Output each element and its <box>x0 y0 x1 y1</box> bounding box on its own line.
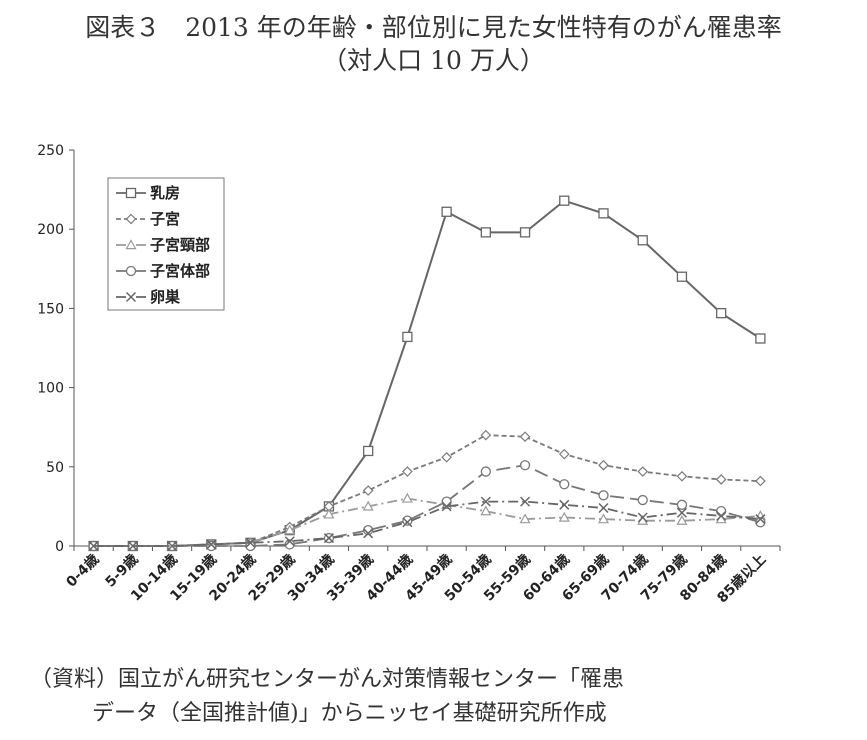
legend-label-4: 子宮体部 <box>150 262 210 280</box>
data-point-series-4 <box>519 460 531 471</box>
series-line-4 <box>93 464 761 547</box>
data-point-series-5 <box>245 537 256 548</box>
y-tick-label: 0 <box>55 539 64 555</box>
data-point-series-5 <box>284 536 295 547</box>
data-point-series-4 <box>284 539 295 550</box>
data-point-series-5 <box>480 496 491 507</box>
data-point-series-1 <box>716 308 727 319</box>
data-point-series-1 <box>363 445 374 457</box>
data-point-series-5 <box>127 540 138 552</box>
data-point-series-5 <box>755 514 766 525</box>
data-point-series-5 <box>441 501 452 512</box>
data-point-series-3 <box>519 513 531 524</box>
data-point-series-4 <box>559 479 570 490</box>
legend-label-1: 乳房 <box>150 184 180 202</box>
series-line-1 <box>93 199 761 547</box>
data-point-series-3 <box>362 500 374 511</box>
data-point-series-5 <box>676 507 687 518</box>
data-point-series-2 <box>519 431 531 443</box>
data-point-series-1 <box>480 227 491 238</box>
data-point-series-2 <box>637 466 649 477</box>
data-point-series-1 <box>598 208 609 219</box>
legend-box <box>107 177 225 311</box>
chart-title-line1: 図表３ 2013 年の年齢・部位別に見た女性特有のがん罹患率 <box>85 13 782 42</box>
data-point-series-4 <box>480 466 491 477</box>
legend-marker-1 <box>125 187 137 199</box>
chart-title: 図表３ 2013 年の年齢・部位別に見た女性特有のがん罹患率 （対人口 10 万… <box>0 12 867 77</box>
data-point-series-2 <box>480 429 492 441</box>
data-point-series-1 <box>755 333 766 344</box>
data-point-series-1 <box>559 195 570 206</box>
chart-title-line2: （対人口 10 万人） <box>322 45 545 75</box>
data-point-series-5 <box>559 499 570 510</box>
data-point-series-5 <box>637 512 648 523</box>
data-point-series-5 <box>88 540 99 552</box>
data-point-series-4 <box>637 494 648 506</box>
data-point-series-4 <box>441 496 452 507</box>
series-line-3 <box>93 497 761 547</box>
x-tick-label: 0-4歳 <box>63 551 103 591</box>
series-line-5 <box>93 500 761 547</box>
data-point-series-3 <box>323 508 335 519</box>
data-point-series-1 <box>637 235 648 246</box>
data-point-series-1 <box>441 206 452 217</box>
legend-label-2: 子宮 <box>150 210 180 228</box>
data-point-series-4 <box>676 499 688 510</box>
y-tick-label: 50 <box>46 460 64 476</box>
source-note-line1: （資料）国立がん研究センターがん対策情報センター「罹患 <box>30 667 625 692</box>
data-point-series-5 <box>323 533 334 544</box>
data-point-series-2 <box>755 475 766 487</box>
data-point-series-2 <box>441 451 452 463</box>
data-point-series-3 <box>597 513 610 524</box>
data-point-series-4 <box>716 506 727 517</box>
data-point-series-5 <box>520 496 531 507</box>
data-point-series-4 <box>402 515 413 526</box>
data-point-series-2 <box>558 448 570 460</box>
legend-marker-5 <box>125 291 137 303</box>
legend-marker-3 <box>125 239 137 250</box>
data-point-series-1 <box>519 227 531 238</box>
data-point-series-2 <box>402 466 413 477</box>
data-point-series-3 <box>558 511 570 522</box>
data-point-series-3 <box>401 492 413 503</box>
data-point-series-2 <box>362 485 374 496</box>
data-point-series-2 <box>598 459 609 471</box>
data-point-series-4 <box>755 517 766 528</box>
y-tick-label: 250 <box>37 143 64 159</box>
data-point-series-5 <box>598 502 609 514</box>
data-point-series-1 <box>676 271 688 282</box>
y-tick-label: 100 <box>37 381 64 397</box>
data-point-series-3 <box>480 505 492 516</box>
data-point-series-5 <box>363 528 374 539</box>
data-point-series-5 <box>402 517 413 528</box>
data-point-series-5 <box>206 539 217 550</box>
data-point-series-3 <box>284 524 296 535</box>
data-point-series-4 <box>206 540 217 552</box>
y-tick-label: 200 <box>37 222 64 238</box>
data-point-series-3 <box>676 514 688 525</box>
legend-label-3: 子宮頸部 <box>150 236 210 254</box>
data-point-series-4 <box>598 490 609 501</box>
data-point-series-4 <box>363 525 374 536</box>
data-point-series-5 <box>167 540 178 552</box>
source-note: （資料）国立がん研究センターがん対策情報センター「罹患 データ（全国推計値)」か… <box>30 663 850 731</box>
data-point-series-2 <box>676 470 688 482</box>
data-point-series-1 <box>402 331 413 343</box>
source-note-line2: データ（全国推計値)」からニッセイ基礎研究所作成 <box>92 701 607 727</box>
data-point-series-2 <box>715 474 727 485</box>
legend-marker-4 <box>125 265 137 277</box>
legend-label-5: 卵巣 <box>150 288 181 306</box>
legend-marker-2 <box>125 213 137 225</box>
data-point-series-5 <box>716 510 727 521</box>
series-line-2 <box>93 434 761 547</box>
y-tick-label: 150 <box>37 301 64 317</box>
